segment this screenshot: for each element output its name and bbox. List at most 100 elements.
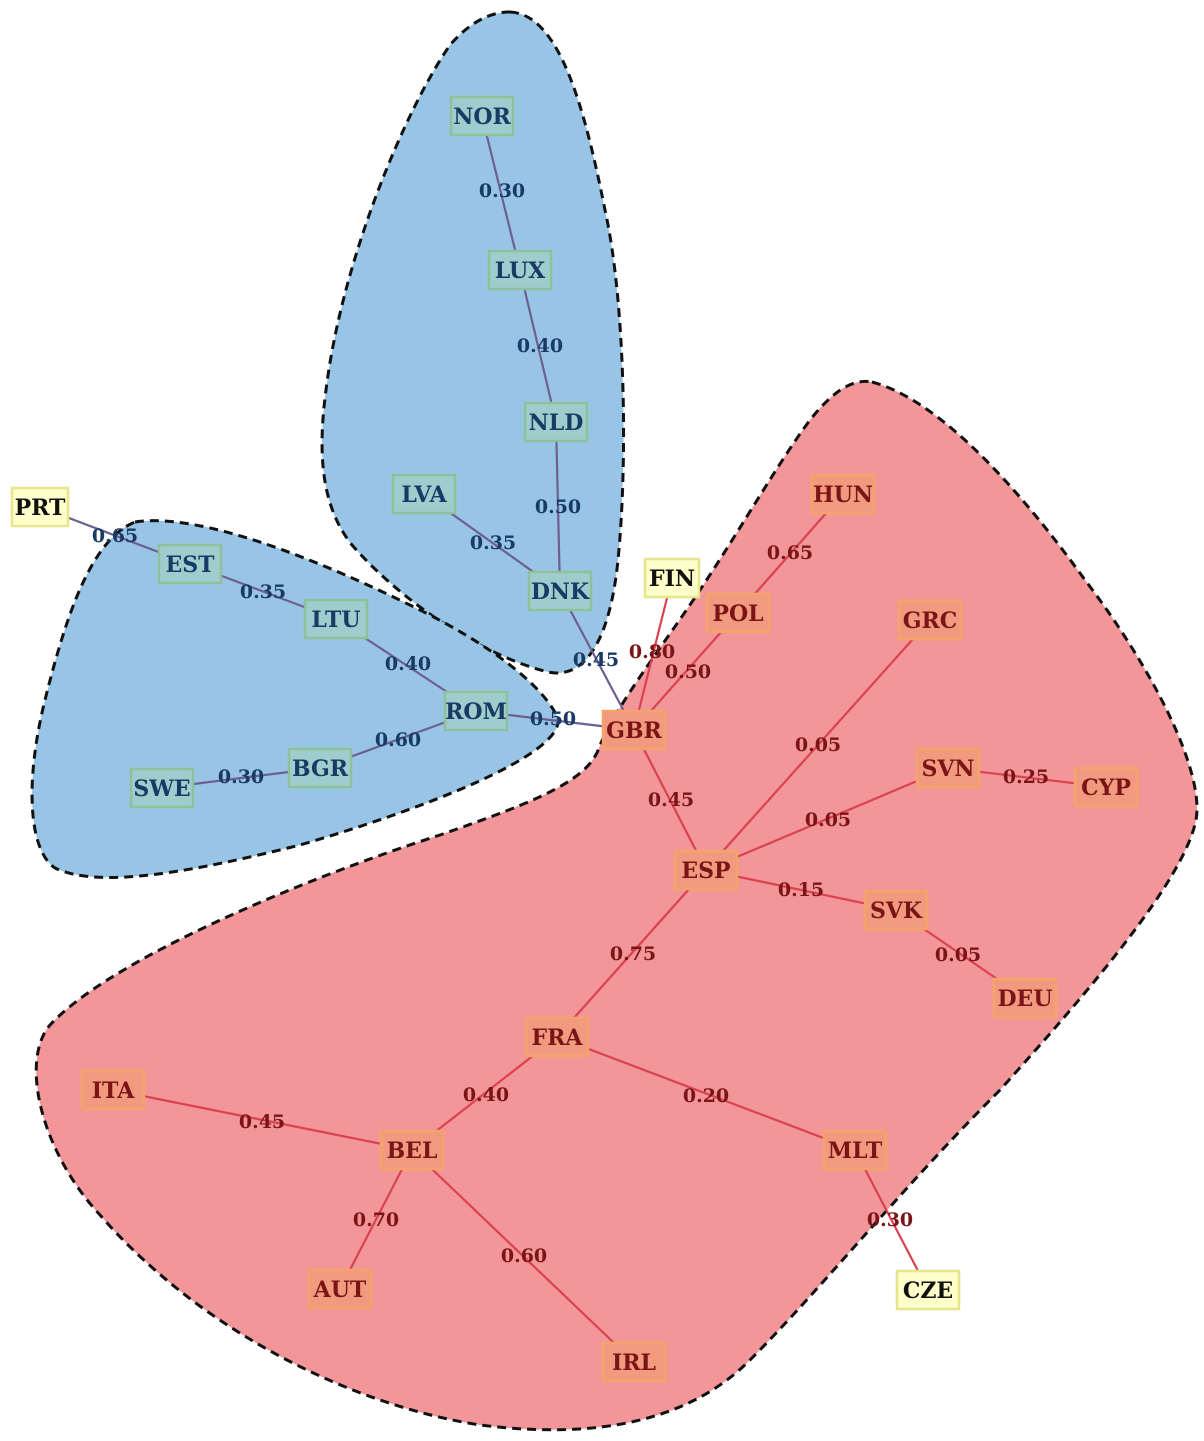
node-box [810, 473, 876, 515]
node-box [643, 557, 701, 599]
edge-weight-label: 0.65 [767, 542, 813, 564]
edge-weight-label: 0.25 [1003, 766, 1049, 788]
node-nld: NLD [523, 401, 589, 443]
edge-weight-label: 0.40 [463, 1084, 509, 1106]
edge-bel-irl [411, 1149, 635, 1363]
node-deu: DEU [992, 977, 1058, 1019]
node-label: ESP [681, 858, 730, 884]
node-label: BGR [292, 756, 349, 782]
node-gbr: GBR [601, 709, 667, 751]
node-label: POL [712, 601, 763, 627]
edge-weight-label: 0.45 [648, 789, 694, 811]
node-bgr: BGR [287, 747, 353, 789]
edge-weight-label: 0.05 [795, 734, 841, 756]
edge-dnk-gbr [559, 590, 635, 731]
node-label: NOR [453, 104, 511, 130]
edge-esp-fra [556, 869, 707, 1038]
node-box [673, 849, 739, 891]
edge-weight-label: 0.50 [535, 496, 581, 518]
edge-weight-label: 0.40 [385, 653, 431, 675]
node-label: GRC [903, 608, 958, 634]
node-label: BEL [387, 1138, 438, 1164]
node-label: ITA [92, 1078, 135, 1104]
edge-weight-label: 0.35 [470, 532, 516, 554]
node-lva: LVA [391, 473, 457, 515]
edge-fra-mlt [556, 1035, 856, 1152]
edge-weight-label: 0.80 [629, 641, 675, 663]
edge-weight-label: 0.50 [530, 708, 576, 730]
node-box [992, 977, 1058, 1019]
edge-label-layer: 0.30 0.40 0.50 0.35 0.45 0.65 0.35 0.40 0.50 0.60… [92, 180, 1049, 1267]
edge-weight-label: 0.60 [501, 1245, 547, 1267]
node-label: CZE [903, 1278, 953, 1304]
edge-weight-label: 0.20 [683, 1085, 729, 1107]
node-box [895, 1269, 961, 1311]
edge-mlt-cze [854, 1149, 929, 1291]
edge-ita-bel [112, 1088, 413, 1152]
node-label: DEU [997, 986, 1052, 1012]
node-label: CYP [1081, 775, 1131, 801]
node-label: DNK [531, 579, 590, 605]
node-label: GBR [606, 718, 662, 744]
node-box [601, 1341, 667, 1383]
node-box [379, 1129, 445, 1171]
node-label: PRT [15, 495, 66, 521]
node-svk: SVK [863, 889, 929, 931]
node-fin: FIN [643, 557, 701, 599]
node-label: FIN [649, 566, 695, 592]
node-pol: POL [705, 592, 771, 634]
edge-weight-label: 0.35 [240, 581, 286, 603]
node-box [129, 767, 195, 809]
node-label: IRL [612, 1350, 656, 1376]
edge-weight-label: 0.60 [375, 729, 421, 751]
node-box [80, 1069, 146, 1111]
node-rom: ROM [443, 690, 509, 732]
node-box [10, 486, 70, 528]
edge-weight-label: 0.65 [92, 525, 138, 547]
node-box [524, 1016, 590, 1058]
cluster-core-region [34, 379, 1199, 1432]
edge-weight-label: 0.45 [239, 1111, 285, 1133]
node-label: AUT [313, 1277, 367, 1303]
node-bel: BEL [379, 1129, 445, 1171]
node-label: MLT [828, 1138, 883, 1164]
node-box [1073, 766, 1139, 808]
edge-weight-label: 0.05 [935, 944, 981, 966]
node-box [443, 690, 509, 732]
node-box [487, 249, 553, 291]
node-box [897, 599, 963, 641]
edge-weight-label: 0.05 [805, 809, 851, 831]
node-label: LUX [495, 258, 546, 284]
node-fra: FRA [524, 1016, 590, 1058]
node-box [915, 747, 981, 789]
node-hun: HUN [810, 473, 876, 515]
node-box [287, 747, 353, 789]
edge-weight-label: 0.30 [479, 180, 525, 202]
node-esp: ESP [673, 849, 739, 891]
node-mlt: MLT [822, 1129, 888, 1171]
edge-weight-label: 0.30 [218, 766, 264, 788]
node-box [157, 543, 223, 585]
node-box [863, 889, 929, 931]
node-label: LTU [311, 607, 360, 633]
edge-weight-label: 0.50 [665, 661, 711, 683]
node-label: ROM [445, 699, 507, 725]
edge-weight-label: 0.75 [610, 943, 656, 965]
node-box [705, 592, 771, 634]
edge-nld-dnk [554, 421, 562, 592]
node-est: EST [157, 543, 223, 585]
node-lux: LUX [487, 249, 553, 291]
node-box [601, 709, 667, 751]
node-layer: NOR LUX NLD LVA DNK PRT EST LTU ROM BGR SWE FIN HUN P… [10, 95, 1139, 1383]
node-dnk: DNK [527, 570, 593, 612]
node-cyp: CYP [1073, 766, 1139, 808]
node-ita: ITA [80, 1069, 146, 1111]
edge-weight-label: 0.45 [573, 649, 619, 671]
node-label: SVK [870, 898, 923, 924]
node-box [527, 570, 593, 612]
edge-weight-label: 0.70 [353, 1209, 399, 1231]
node-grc: GRC [897, 599, 963, 641]
node-box [307, 1268, 373, 1310]
edge-svn-esp [705, 766, 949, 872]
